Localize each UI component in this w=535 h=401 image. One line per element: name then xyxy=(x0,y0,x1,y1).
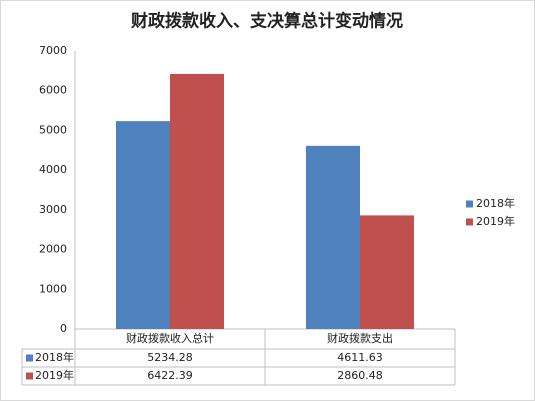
y-tick-label: 1000 xyxy=(39,282,67,295)
table-value: 5234.28 xyxy=(147,351,193,364)
legend-key xyxy=(466,218,473,226)
legend-key xyxy=(466,200,473,208)
table-series-name: 2018年 xyxy=(35,350,74,364)
y-tick-label: 2000 xyxy=(39,243,67,256)
y-tick-label: 3000 xyxy=(39,203,67,216)
chart-title: 财政拨款收入、支决算总计变动情况 xyxy=(130,11,403,32)
table-series-name: 2019年 xyxy=(35,368,74,382)
x-tick-label: 财政拨款支出 xyxy=(327,331,393,345)
x-tick-label: 财政拨款收入总计 xyxy=(126,331,214,345)
y-tick-label: 6000 xyxy=(39,84,67,97)
bar xyxy=(306,145,360,329)
table-legend-key xyxy=(26,372,33,380)
legend-label: 2018年 xyxy=(476,196,515,210)
legend-label: 2019年 xyxy=(476,214,515,228)
table-value: 2860.48 xyxy=(337,369,383,382)
table-legend-key xyxy=(26,354,33,362)
bar xyxy=(360,215,414,329)
table-value: 6422.39 xyxy=(147,369,193,382)
y-tick-label: 0 xyxy=(60,322,67,335)
bar xyxy=(170,73,224,330)
table-value: 4611.63 xyxy=(337,351,383,364)
y-tick-label: 5000 xyxy=(39,123,67,136)
y-tick-label: 4000 xyxy=(39,163,67,176)
bar xyxy=(116,121,170,330)
y-tick-label: 7000 xyxy=(39,44,67,57)
